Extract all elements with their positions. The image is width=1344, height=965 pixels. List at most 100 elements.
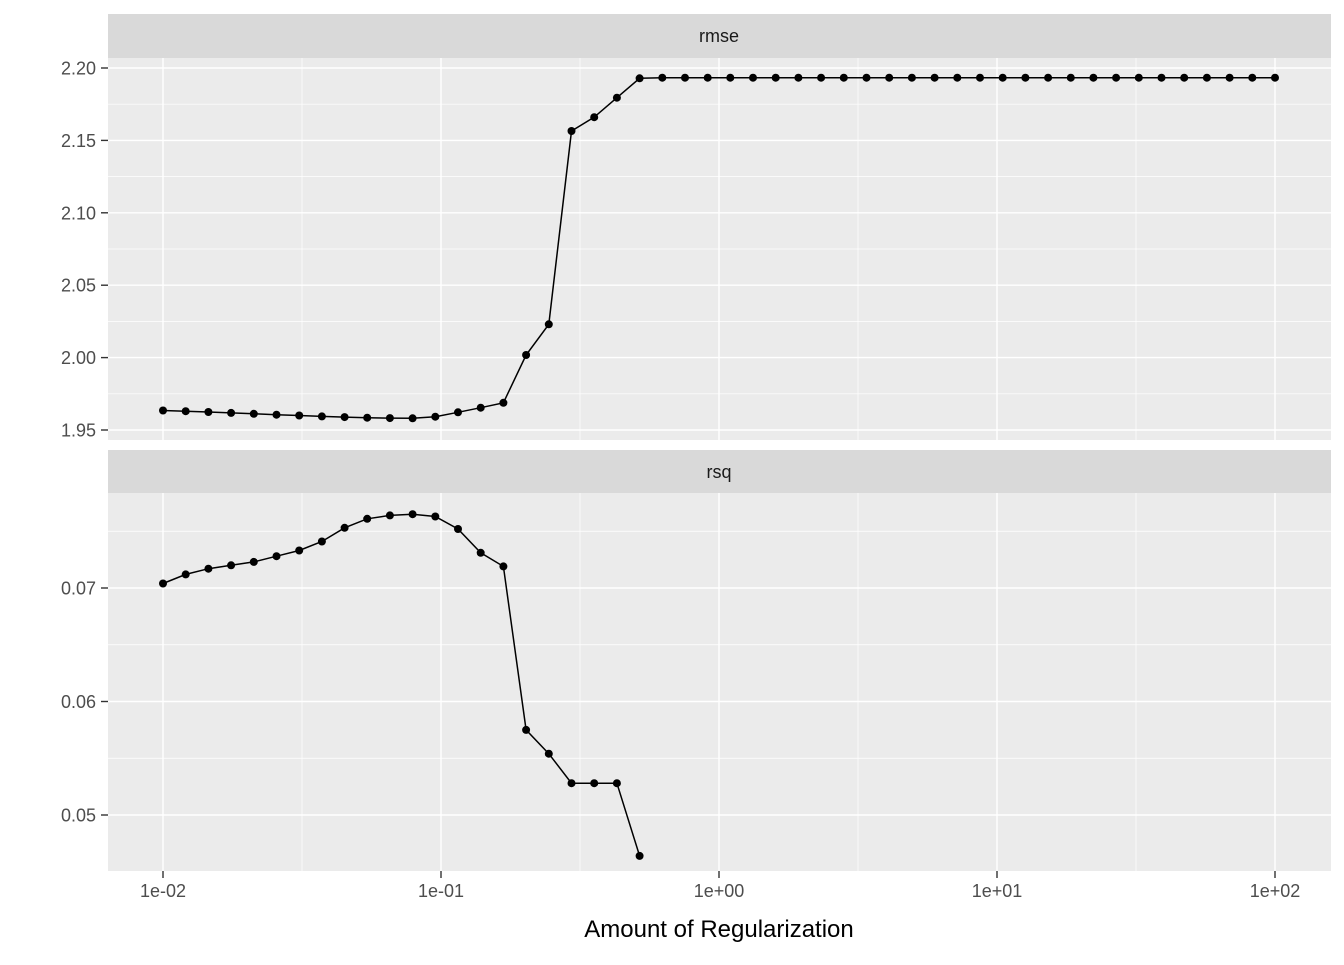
data-point (454, 525, 462, 533)
y-axis-tick-label: 0.07 (61, 579, 96, 599)
data-point (612, 779, 621, 788)
data-point (295, 411, 304, 420)
data-point (159, 406, 167, 415)
data-point (976, 73, 984, 82)
data-point (181, 407, 190, 416)
data-point (272, 410, 281, 419)
y-axis-tick-label: 0.06 (61, 692, 96, 712)
data-point (431, 412, 440, 421)
data-point (1089, 73, 1098, 82)
data-point (340, 523, 349, 532)
y-axis-rsq: 0.05 0.06 0.07 (61, 579, 108, 826)
data-point (1021, 73, 1030, 82)
data-point (839, 73, 848, 82)
data-point (635, 74, 644, 83)
data-point (181, 570, 190, 579)
data-point (590, 779, 599, 788)
data-point (1180, 73, 1189, 82)
data-point (522, 725, 531, 734)
data-point (408, 414, 417, 423)
data-point (272, 552, 281, 561)
y-axis-tick-label: 2.15 (61, 131, 96, 151)
data-point (227, 561, 236, 570)
data-point (204, 564, 213, 573)
y-axis-tick-label: 1.95 (61, 421, 96, 441)
data-point (1066, 73, 1075, 82)
data-point (204, 408, 213, 416)
data-point (249, 557, 258, 566)
data-point (385, 414, 394, 423)
data-point (590, 113, 599, 122)
data-point (703, 73, 712, 82)
data-point (227, 408, 236, 417)
data-point (454, 408, 462, 417)
series-line (162, 513, 641, 857)
data-point (817, 73, 826, 82)
series-rsq (159, 510, 644, 860)
data-point (317, 537, 326, 546)
data-point (1202, 73, 1211, 82)
data-point (658, 73, 667, 82)
data-point (363, 413, 372, 422)
data-point (340, 413, 349, 422)
data-point (385, 511, 394, 520)
facet-strip-rmse (108, 14, 1331, 58)
facet-strip-rsq (108, 450, 1331, 493)
x-axis-tick-label: 1e+01 (972, 881, 1023, 901)
facet-strip-label-rsq: rsq (706, 462, 731, 482)
data-point (907, 73, 916, 82)
gridlines-rmse (108, 58, 1331, 440)
data-point (522, 351, 531, 359)
data-point (612, 93, 621, 102)
data-point (1044, 73, 1053, 82)
data-point (499, 562, 508, 571)
y-axis-tick-label: 2.00 (61, 348, 96, 368)
data-point (363, 514, 372, 523)
data-point (476, 548, 485, 557)
data-point (794, 73, 803, 82)
data-point (1112, 73, 1121, 82)
y-axis-tick-label: 2.05 (61, 276, 96, 296)
data-point (998, 73, 1007, 82)
data-point (249, 409, 258, 418)
data-point (476, 403, 485, 412)
data-point (862, 73, 871, 82)
data-point (431, 512, 440, 521)
data-point (1248, 73, 1257, 82)
y-axis-tick-label: 2.10 (61, 203, 96, 223)
data-point (885, 73, 894, 82)
facet-strip-label-rmse: rmse (699, 26, 739, 46)
data-point (681, 73, 689, 82)
data-point (953, 73, 962, 82)
series-rmse (159, 73, 1279, 423)
data-point (567, 127, 576, 135)
data-point (295, 546, 304, 555)
data-point (635, 851, 644, 860)
data-point (567, 779, 576, 788)
data-point (1271, 73, 1279, 82)
data-point (544, 320, 553, 329)
data-point (499, 398, 508, 407)
data-point (159, 579, 167, 588)
data-point (317, 412, 326, 421)
x-axis-title: Amount of Regularization (584, 916, 853, 943)
y-axis-tick-label: 2.20 (61, 59, 96, 79)
data-point (749, 73, 757, 82)
data-point (930, 73, 939, 82)
y-axis-rmse: 1.95 2.00 2.05 2.10 2.15 2.20 (61, 59, 108, 441)
gridlines-rsq (108, 493, 1331, 871)
x-axis-tick-label: 1e-02 (140, 881, 186, 901)
data-point (408, 510, 417, 519)
data-point (726, 73, 735, 82)
y-axis-tick-label: 0.05 (61, 806, 96, 826)
data-point (544, 749, 553, 758)
x-axis: 1e-02 1e-01 1e+00 1e+01 1e+02 (140, 871, 1300, 901)
x-axis-tick-label: 1e-01 (418, 881, 464, 901)
x-axis-tick-label: 1e+00 (694, 881, 745, 901)
data-point (1157, 73, 1166, 82)
data-point (1225, 73, 1234, 82)
data-point (1134, 73, 1143, 82)
data-point (771, 73, 780, 82)
x-axis-tick-label: 1e+02 (1250, 881, 1301, 901)
